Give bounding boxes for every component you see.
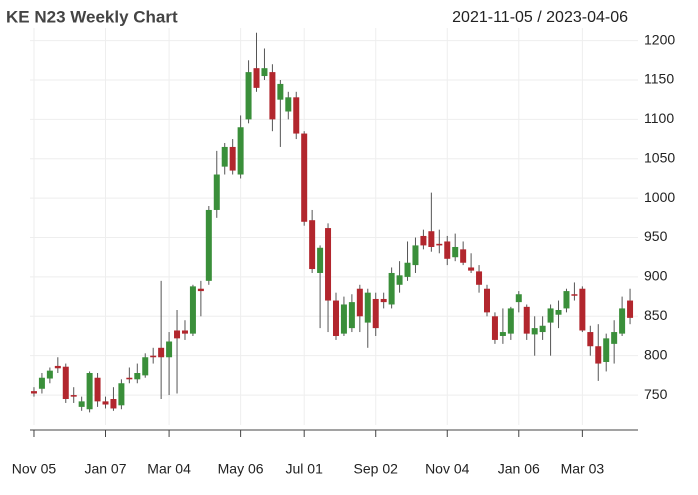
candle-body [420,235,427,246]
candle-body [285,97,292,112]
x-tick-label: Nov 05 [12,461,57,477]
candle-body [571,294,578,296]
x-tick-label: Jul 01 [286,461,324,477]
candle-body [539,325,546,333]
candle-body [491,316,498,340]
candle-body [611,332,618,344]
candle-body [483,288,490,313]
candle-body [444,241,451,259]
candle-body [70,395,77,397]
candle-body [364,292,371,323]
candle-body [404,262,411,277]
candle-body [78,401,85,407]
candle-body [62,366,69,400]
candle-body [531,328,538,335]
candle-body [174,330,181,339]
candle-body [340,304,347,334]
x-tick-label: Jan 07 [84,461,126,477]
candle-body [110,399,117,409]
candle-body [142,357,149,376]
candle-body [54,365,61,369]
candle-body [507,308,514,334]
y-tick-label: 1000 [644,189,675,205]
x-tick-label: Nov 04 [425,461,470,477]
candle-body [181,330,188,334]
candle-body [452,246,459,258]
candle-body [468,267,475,271]
candle-body [30,391,37,394]
candle-body [253,68,260,88]
candle-body [372,298,379,329]
y-tick-label: 850 [644,307,668,323]
candle-body [436,243,443,246]
y-tick-label: 1050 [644,149,675,165]
candle-body [126,377,133,380]
x-tick-label: Jan 06 [498,461,540,477]
candle-body [603,338,610,362]
candle-body [189,286,196,334]
candle-body [213,174,220,210]
candle-body [134,373,141,380]
candle-body [229,146,236,171]
chart-subtitle: 2021-11-05 / 2023-04-06 [452,9,628,26]
candle-body [293,97,300,134]
candle-body [460,249,467,263]
candle-body [523,306,530,334]
candle-body [555,309,562,315]
candle-body [245,72,252,120]
y-tick-label: 900 [644,268,668,284]
candle-body [317,247,324,273]
x-tick-label: Sep 02 [354,461,399,477]
candle-body [237,127,244,175]
candle-body [277,83,284,100]
candle-body [102,401,109,405]
candle-body [412,245,419,266]
candle-body [332,300,339,336]
candle-body [118,383,125,406]
candle-body [38,377,45,389]
candle-body [325,228,332,301]
candle-body [94,377,101,402]
y-tick-label: 950 [644,228,668,244]
candle-body [579,288,586,331]
candle-body [309,220,316,270]
candle-body [515,294,522,303]
candle-body [197,288,204,292]
candle-body [86,373,93,410]
candle-body [428,231,435,247]
candle-body [627,300,634,318]
candle-body [150,355,157,358]
y-tick-label: 1150 [644,71,674,87]
candle-body [46,370,53,379]
candle-body [158,347,165,358]
candle-body [547,308,554,323]
y-tick-label: 1100 [644,110,674,126]
candle-body [388,272,395,305]
candle-body [396,275,403,285]
y-tick-label: 1200 [644,31,675,47]
candle-body [595,346,602,364]
candle-body [587,332,594,347]
candle-body [380,298,387,303]
candle-body [261,68,268,77]
x-tick-label: May 06 [218,461,264,477]
candle-body [166,341,173,358]
candle-body [563,291,570,309]
candle-body [269,72,276,120]
candle-body [619,308,626,334]
y-tick-label: 800 [644,346,668,362]
x-tick-label: Mar 03 [561,461,605,477]
x-tick-label: Mar 04 [147,461,191,477]
candle-body [301,133,308,222]
candle-body [356,288,363,317]
chart-title: KE N23 Weekly Chart [6,7,178,26]
candle-body [221,146,228,167]
candle-body [205,209,212,281]
y-tick-label: 750 [644,386,668,402]
candle-body [499,332,506,336]
candle-body [348,302,355,329]
candle-body [476,271,483,285]
